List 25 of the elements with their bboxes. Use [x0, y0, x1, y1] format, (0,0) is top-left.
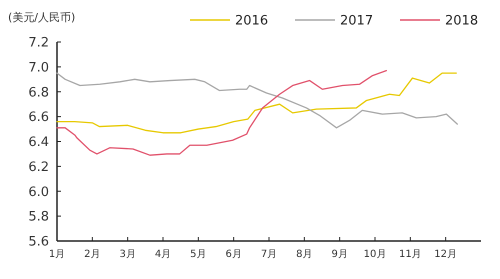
x-tick-label: 9月 — [331, 249, 348, 260]
x-tick-label: 4月 — [154, 249, 172, 260]
x-tick-label: 5月 — [190, 249, 207, 260]
x-tick-label: 2月 — [84, 249, 101, 260]
y-tick-label: 7.0 — [28, 60, 49, 76]
x-tick-label: 10月 — [364, 249, 386, 260]
x-tick-label: 3月 — [119, 249, 136, 260]
x-tick-label: 11月 — [398, 249, 422, 260]
x-tick-label: 6月 — [225, 249, 242, 260]
y-axis-title: (美元/人民币) — [8, 11, 76, 24]
y-tick-label: 6.6 — [28, 110, 49, 126]
legend-label: 2018 — [445, 14, 478, 28]
x-tick-label: 1月 — [48, 249, 66, 260]
x-tick-label: 7月 — [260, 249, 278, 260]
y-tick-label: 6.2 — [28, 160, 49, 175]
y-tick-label: 5.6 — [28, 234, 49, 250]
y-tick-label: 6.0 — [28, 184, 49, 200]
y-tick-label: 5.8 — [28, 210, 49, 225]
legend-label: 2017 — [340, 14, 374, 28]
legend-label: 2016 — [235, 14, 268, 28]
y-tick-label: 7.2 — [28, 36, 49, 50]
y-tick-label: 6.8 — [28, 85, 49, 100]
y-tick-label: 6.4 — [28, 135, 49, 150]
x-tick-label: 8月 — [296, 249, 313, 260]
x-tick-label: 12月 — [434, 249, 458, 260]
